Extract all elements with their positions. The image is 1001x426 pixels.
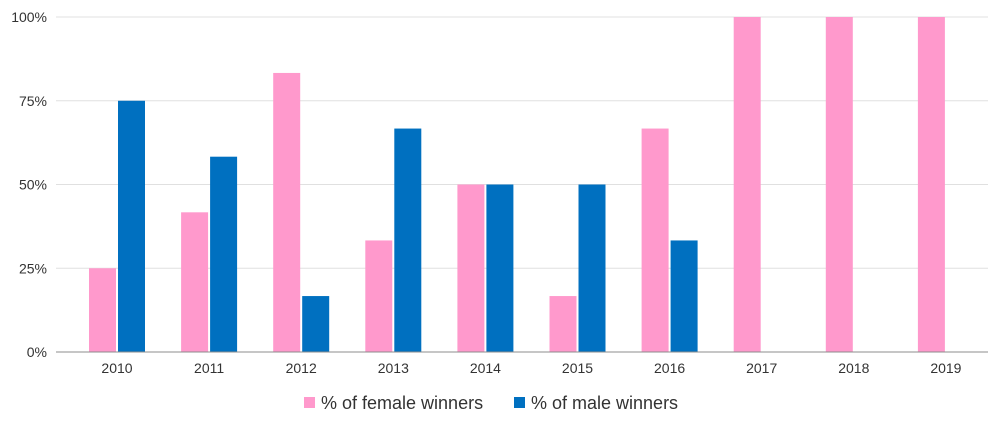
y-tick-label: 0% — [27, 344, 47, 360]
legend: % of female winners % of male winners — [304, 393, 678, 413]
female-bar-2016 — [641, 128, 669, 352]
bars — [89, 17, 945, 352]
female-bar-2015 — [549, 296, 577, 352]
x-tick-label: 2011 — [194, 360, 224, 376]
female-bar-2012 — [273, 72, 301, 352]
male-bar-2014 — [486, 184, 514, 352]
y-tick-label: 25% — [19, 260, 47, 276]
legend-label: % of male winners — [531, 393, 678, 413]
x-tick-label: 2012 — [286, 360, 317, 376]
x-tick-label: 2016 — [654, 360, 685, 376]
legend-item[interactable]: % of male winners — [514, 393, 678, 413]
female-bar-2010 — [89, 268, 116, 352]
x-tick-label: 2018 — [838, 360, 869, 376]
y-axis-tick-labels: 0% 25% 50% 75% 100% — [11, 9, 47, 360]
legend-item[interactable]: % of female winners — [304, 393, 483, 413]
y-tick-label: 50% — [19, 177, 47, 193]
y-tick-label: 100% — [11, 9, 47, 25]
male-bar-2015 — [578, 184, 606, 352]
male-bar-2016 — [670, 240, 698, 352]
female-bar-2017 — [733, 17, 761, 352]
male-bar-2012 — [302, 296, 330, 352]
x-tick-label: 2010 — [101, 360, 132, 376]
legend-swatch — [304, 397, 315, 408]
x-axis-tick-labels: 2010 2011 2012 2013 2014 2015 2016 2017 2018 2019 — [101, 360, 961, 376]
female-bar-2019 — [917, 17, 945, 352]
legend-label: % of female winners — [321, 393, 483, 413]
x-tick-label: 2017 — [746, 360, 777, 376]
male-bar-2011 — [210, 156, 238, 352]
female-bar-2013 — [365, 240, 393, 352]
x-tick-label: 2019 — [930, 360, 961, 376]
male-bar-2010 — [118, 100, 145, 352]
y-tick-label: 75% — [19, 93, 47, 109]
legend-swatch — [514, 397, 525, 408]
female-bar-2018 — [825, 17, 853, 352]
x-tick-label: 2014 — [470, 360, 501, 376]
female-bar-2014 — [457, 184, 485, 352]
x-tick-label: 2015 — [562, 360, 593, 376]
x-tick-label: 2013 — [378, 360, 409, 376]
female-bar-2011 — [181, 212, 209, 352]
male-bar-2013 — [394, 128, 422, 352]
